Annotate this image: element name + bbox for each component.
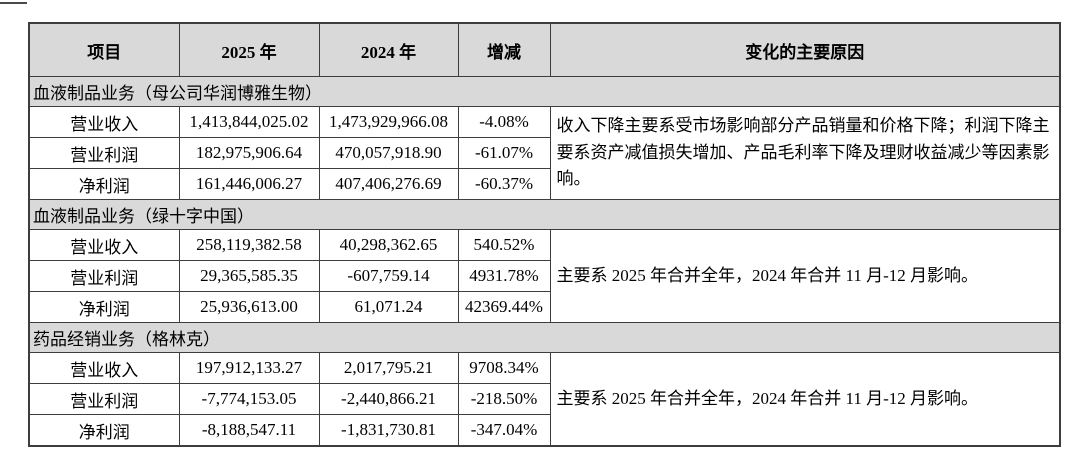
cell-2025-value: -7,774,153.05 <box>178 383 320 415</box>
cell-2024-value: -607,759.14 <box>318 260 459 292</box>
section-title: 血液制品业务（绿十字中国） <box>28 199 1061 230</box>
table-row: 营业利润 -7,774,153.05 -2,440,866.21 -218.50… <box>28 383 1060 415</box>
cell-2025-value: 161,446,006.27 <box>178 168 320 200</box>
table-row: 营业利润 29,365,585.35 -607,759.14 4931.78% <box>28 260 1060 292</box>
table-header-row: 项目 2025 年 2024 年 增减 变化的主要原因 <box>28 22 1061 77</box>
cell-item-label: 营业收入 <box>28 229 180 261</box>
cell-change-pct: 4931.78% <box>457 260 551 292</box>
cell-2024-value: 40,298,362.65 <box>318 229 459 261</box>
cell-2025-value: 1,413,844,025.02 <box>178 106 320 138</box>
cell-2024-value: 1,473,929,966.08 <box>318 106 459 138</box>
table-row: 营业收入 197,912,133.27 2,017,795.21 9708.34… <box>28 352 1061 447</box>
cell-item-label: 净利润 <box>28 168 180 200</box>
cell-item-label: 营业利润 <box>28 260 180 292</box>
cell-2024-value: 61,071.24 <box>318 291 459 323</box>
cell-item-label: 净利润 <box>28 414 180 447</box>
cell-2025-value: 197,912,133.27 <box>178 352 320 384</box>
table-row: 净利润 25,936,613.00 61,071.24 42369.44% <box>28 291 1060 323</box>
cell-2024-value: 2,017,795.21 <box>318 352 459 384</box>
cell-2024-value: -1,831,730.81 <box>318 414 459 447</box>
cell-item-label: 营业收入 <box>28 352 180 384</box>
column-header-2025: 2025 年 <box>178 22 320 77</box>
cell-change-reason: 主要系 2025 年合并全年，2024 年合并 11 月-12 月影响。 <box>549 229 1061 323</box>
cell-change-pct: 42369.44% <box>457 291 551 323</box>
table-row: 营业利润 182,975,906.64 470,057,918.90 -61.0… <box>28 137 1060 169</box>
cell-change-pct: 540.52% <box>457 229 551 261</box>
cell-change-pct: 9708.34% <box>457 352 551 384</box>
table-row: 营业收入 1,413,844,025.02 1,473,929,966.08 -… <box>28 106 1061 200</box>
cell-2024-value: 407,406,276.69 <box>318 168 459 200</box>
cell-2025-value: -8,188,547.11 <box>178 414 320 447</box>
cell-2024-value: -2,440,866.21 <box>318 383 459 415</box>
section-title: 血液制品业务（母公司华润博雅生物） <box>28 76 1061 107</box>
column-header-reason: 变化的主要原因 <box>549 22 1061 77</box>
column-header-2024: 2024 年 <box>318 22 459 77</box>
cell-2024-value: 470,057,918.90 <box>318 137 459 169</box>
cell-change-pct: -61.07% <box>457 137 551 169</box>
cell-item-label: 净利润 <box>28 291 180 323</box>
cell-2025-value: 258,119,382.58 <box>178 229 320 261</box>
financial-comparison-table: 项目 2025 年 2024 年 增减 变化的主要原因 血液制品业务（母公司华润… <box>28 22 1061 447</box>
section-header-pharma-distribution: 药品经销业务（格林克） <box>28 322 1061 353</box>
cell-change-reason: 主要系 2025 年合并全年，2024 年合并 11 月-12 月影响。 <box>549 352 1061 447</box>
column-header-item: 项目 <box>28 22 180 77</box>
table-row: 净利润 161,446,006.27 407,406,276.69 -60.37… <box>28 168 1060 200</box>
column-header-change: 增减 <box>457 22 551 77</box>
section-header-blood-greencross: 血液制品业务（绿十字中国） <box>28 199 1061 230</box>
cell-2025-value: 182,975,906.64 <box>178 137 320 169</box>
cell-change-pct: -4.08% <box>457 106 551 138</box>
cell-item-label: 营业利润 <box>28 383 180 415</box>
cell-2025-value: 29,365,585.35 <box>178 260 320 292</box>
cell-change-pct: -347.04% <box>457 414 551 447</box>
cell-change-pct: -218.50% <box>457 383 551 415</box>
cell-change-pct: -60.37% <box>457 168 551 200</box>
cell-change-reason: 收入下降主要系受市场影响部分产品销量和价格下降；利润下降主要系资产减值损失增加、… <box>549 106 1061 200</box>
cell-2025-value: 25,936,613.00 <box>178 291 320 323</box>
cell-item-label: 营业收入 <box>28 106 180 138</box>
crop-artifact-line <box>0 2 27 4</box>
cell-item-label: 营业利润 <box>28 137 180 169</box>
section-title: 药品经销业务（格林克） <box>28 322 1061 353</box>
section-header-blood-parent: 血液制品业务（母公司华润博雅生物） <box>28 76 1061 107</box>
table-row: 营业收入 258,119,382.58 40,298,362.65 540.52… <box>28 229 1061 323</box>
table-row: 净利润 -8,188,547.11 -1,831,730.81 -347.04% <box>28 414 1060 447</box>
